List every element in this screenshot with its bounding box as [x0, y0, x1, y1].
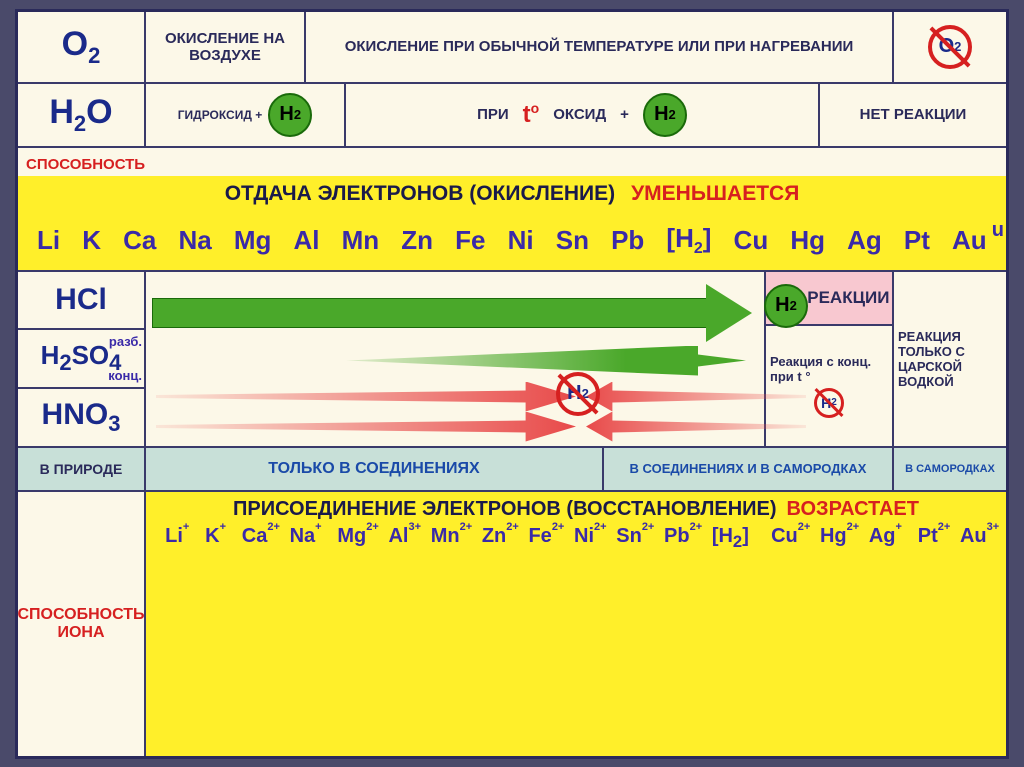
ion-symbol: Al3+: [388, 525, 408, 548]
element-symbol: Zn: [401, 225, 433, 256]
chemistry-activity-series-poster: O2 ОКИСЛЕНИЕ НА ВОЗДУХЕ ОКИСЛЕНИЕ ПРИ ОБ…: [15, 9, 1009, 759]
activity-series: ОТДАЧА ЭЛЕКТРОНОВ (ОКИСЛЕНИЕ) УМЕНЬШАЕТС…: [18, 176, 1006, 272]
ion-symbol: Pt2+: [918, 525, 938, 548]
hydroxide-label: ГИДРОКСИД +: [178, 108, 263, 122]
h2so4-label: H2SO4 разб. конц.: [18, 330, 146, 389]
ability-label-top: СПОСОБНОСТЬ: [24, 156, 147, 173]
green-arrow-big: [152, 294, 752, 332]
ion-symbol: Au3+: [960, 525, 987, 548]
element-symbol: Na: [179, 225, 212, 256]
acids-arrows: H2 H2: [146, 272, 766, 446]
h2o-c1: ГИДРОКСИД + H2: [146, 84, 346, 146]
no-h2-mid-icon: H2: [556, 372, 600, 416]
hcl-label: HCl: [18, 272, 146, 331]
red-arrow-1: [156, 382, 576, 412]
element-symbol: Ag: [847, 225, 882, 256]
element-symbol: Fe: [455, 225, 485, 256]
nuggets-only: В САМОРОДКАХ: [894, 448, 1006, 490]
o2-c1: ОКИСЛЕНИЕ НА ВОЗДУХЕ: [146, 12, 306, 82]
ion-symbol: Mg2+: [337, 525, 366, 548]
reduction-title: ПРИСОЕДИНЕНИЕ ЭЛЕКТРОНОВ (ВОССТАНОВЛЕНИЕ…: [233, 498, 777, 521]
row-h2o: H2O ГИДРОКСИД + H2 ПРИ to ОКСИД + H2 НЕТ…: [18, 84, 1006, 148]
acids-block: HCl H2SO4 разб. конц. HNO3 H2 H2 НЕТ РЕА…: [18, 272, 1006, 448]
element-symbol: Mg: [234, 225, 272, 256]
h2-circle-icon: H2: [268, 93, 312, 137]
element-symbol: [H2]: [666, 223, 711, 258]
element-symbol: Pb: [611, 225, 644, 256]
ion-series: Li+ K+ Ca2+ Na+ Mg2+ Al3+ Mn2+ Zn2+ Fe2+ Ni2+ Sn2+…: [154, 525, 998, 552]
element-symbol: K: [82, 225, 101, 256]
aqua-regia-label: РЕАКЦИЯ ТОЛЬКО С ЦАРСКОЙ ВОДКОЙ: [898, 329, 1002, 389]
compounds-only: ТОЛЬКО В СОЕДИНЕНИЯХ: [146, 448, 604, 490]
element-symbol: Ca: [123, 225, 156, 256]
element-symbol: Pt: [904, 225, 930, 256]
ion-symbol: Ca2+: [242, 525, 268, 548]
conc-reaction-label: Реакция с конц. при t °: [770, 354, 888, 384]
razb-label: разб.: [109, 334, 142, 349]
element-symbol: Al: [294, 225, 320, 256]
in-nature-label: В ПРИРОДЕ: [18, 448, 146, 490]
element-symbol: Hg: [790, 225, 825, 256]
ion-symbol: Pb2+: [664, 525, 690, 548]
ion-ability-label: СПОСОБНОСТЬ ИОНА: [18, 492, 146, 756]
red-arrow-3: [156, 412, 576, 442]
series1-pre: СПОСОБНОСТЬ: [18, 148, 1006, 176]
h2o-c2: ПРИ to ОКСИД + H2: [346, 84, 820, 146]
no-h2-sm-icon: H2: [814, 388, 844, 418]
h2o-c3: НЕТ РЕАКЦИИ: [820, 84, 1006, 146]
acids-right2: РЕАКЦИЯ ТОЛЬКО С ЦАРСКОЙ ВОДКОЙ: [894, 272, 1006, 446]
o2-no-sign: O2: [894, 12, 1006, 82]
element-symbol: Cu: [734, 225, 769, 256]
ion-symbol: Li+: [165, 525, 183, 548]
oxide-label: ОКСИД: [553, 106, 606, 123]
ion-symbol: Mn2+: [431, 525, 460, 548]
ion-symbol: Ag+: [869, 525, 896, 548]
o2-formula: O2: [18, 12, 146, 82]
ion-block: СПОСОБНОСТЬ ИОНА ПРИСОЕДИНЕНИЕ ЭЛЕКТРОНО…: [18, 492, 1006, 756]
acids-labels: HCl H2SO4 разб. конц. HNO3: [18, 272, 146, 446]
ion-symbol: Hg2+: [820, 525, 847, 548]
ion-symbol: Zn2+: [482, 525, 506, 548]
compounds-nuggets: В СОЕДИНЕНИЯХ И В САМОРОДКАХ: [604, 448, 894, 490]
green-taper-arrow: [346, 346, 746, 376]
no-o2-icon: O2: [928, 25, 972, 69]
element-symbol: Li: [37, 225, 60, 256]
ion-symbol: Ni2+: [574, 525, 594, 548]
element-symbol: Ni: [508, 225, 534, 256]
o2-c2: ОКИСЛЕНИЕ ПРИ ОБЫЧНОЙ ТЕМПЕРАТУРЕ ИЛИ ПР…: [306, 12, 894, 82]
h2-circle-icon-2: H2: [643, 93, 687, 137]
ion-symbol: Cu2+: [771, 525, 798, 548]
ion-symbol: Na+: [290, 525, 316, 548]
konc-label: конц.: [108, 368, 142, 383]
nature-row: В ПРИРОДЕ ТОЛЬКО В СОЕДИНЕНИЯХ В СОЕДИНЕ…: [18, 448, 1006, 492]
temp-icon: to: [523, 100, 540, 129]
h2-circle-end: H2: [764, 284, 808, 328]
pri-label: ПРИ: [477, 106, 509, 123]
ion-symbol: [H2]: [712, 525, 749, 552]
ion-symbol: Sn2+: [616, 525, 642, 548]
h2o-formula: H2O: [18, 84, 146, 146]
element-symbol: Sn: [556, 225, 589, 256]
oxidation-title: ОТДАЧА ЭЛЕКТРОНОВ (ОКИСЛЕНИЕ): [225, 182, 615, 206]
hno3-label: HNO3: [18, 389, 146, 446]
element-symbol: Au: [952, 225, 987, 256]
plus-label: +: [620, 106, 629, 123]
element-series: Li K Ca Na Mg Al Mn Zn Fe Ni Sn Pb [H2] Cu Hg Ag Pt Au: [18, 212, 1006, 270]
row-o2: O2 ОКИСЛЕНИЕ НА ВОЗДУХЕ ОКИСЛЕНИЕ ПРИ ОБ…: [18, 12, 1006, 84]
element-symbol: Mn: [342, 225, 380, 256]
decreases-label: УМЕНЬШАЕТСЯ: [631, 182, 799, 206]
ion-main: ПРИСОЕДИНЕНИЕ ЭЛЕКТРОНОВ (ВОССТАНОВЛЕНИЕ…: [146, 492, 1006, 756]
ion-symbol: Fe2+: [528, 525, 551, 548]
increases-label: ВОЗРАСТАЕТ: [787, 498, 919, 521]
overflow-char: u: [992, 219, 1004, 242]
ion-symbol: K+: [205, 525, 219, 548]
